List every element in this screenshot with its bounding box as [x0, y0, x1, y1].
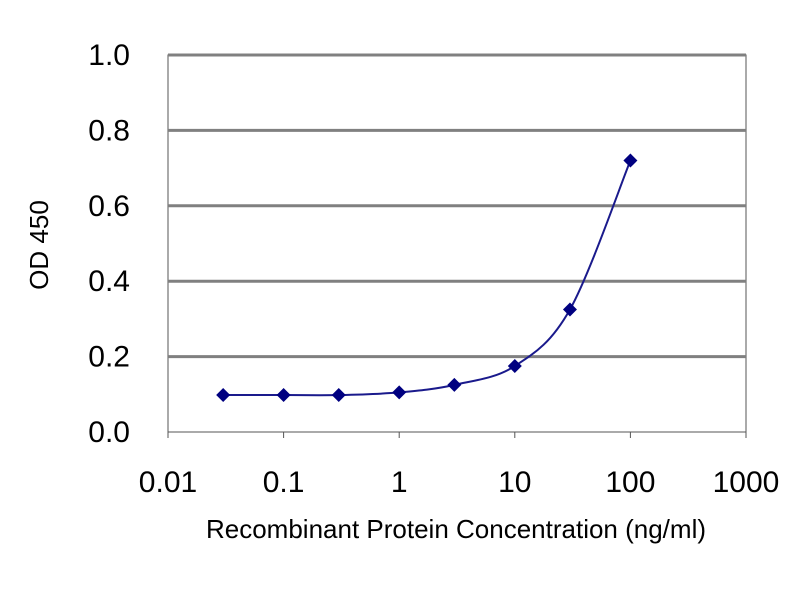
x-tick-label: 1 [391, 466, 408, 499]
x-tick-label: 0.1 [263, 466, 305, 499]
x-tick-label: 0.01 [139, 466, 197, 499]
x-tick-label: 1000 [713, 466, 780, 499]
data-point-marker [562, 302, 577, 317]
data-point-marker [623, 153, 638, 168]
y-tick-label: 0.6 [88, 190, 130, 223]
y-axis-title: OD 450 [24, 200, 54, 290]
x-tick-label: 10 [498, 466, 531, 499]
x-tick-label: 100 [605, 466, 655, 499]
y-tick-label: 0.4 [88, 265, 130, 298]
y-axis-ticks: 0.0 0.2 0.4 0.6 0.8 1.0 [88, 39, 130, 449]
x-axis-title: Recombinant Protein Concentration (ng/ml… [206, 514, 706, 544]
data-point-marker [331, 388, 346, 403]
data-point-marker [447, 377, 462, 392]
grid-lines [168, 53, 746, 359]
y-tick-label: 1.0 [88, 39, 130, 72]
data-point-marker [276, 388, 291, 403]
plot-area [167, 54, 747, 433]
y-tick-label: 0.2 [88, 341, 130, 374]
x-axis-ticks: 0.01 0.1 1 10 100 1000 [139, 432, 780, 499]
data-point-marker [507, 359, 522, 374]
y-tick-label: 0.0 [88, 416, 130, 449]
data-markers [216, 153, 638, 403]
y-tick-label: 0.8 [88, 114, 130, 147]
data-point-marker [392, 385, 407, 400]
data-point-marker [216, 388, 231, 403]
